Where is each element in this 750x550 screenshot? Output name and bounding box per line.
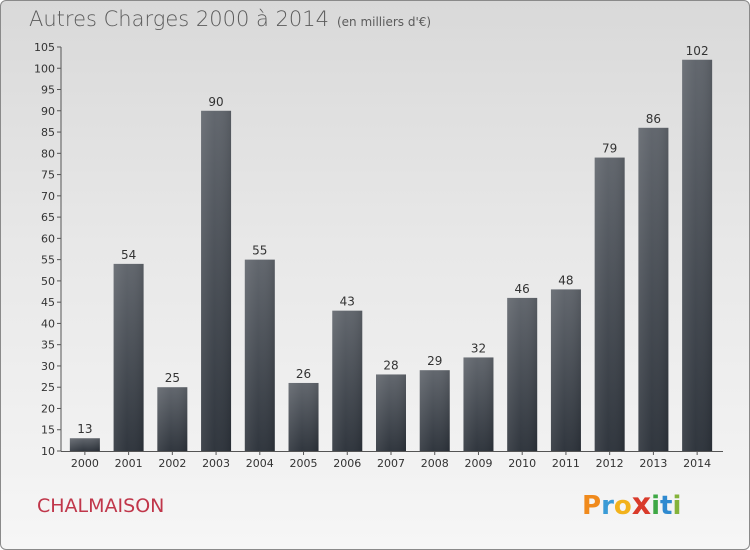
proxiti-logo: Proxiti: [582, 487, 681, 522]
logo-letter: P: [582, 491, 602, 521]
bar-shade: [201, 110, 232, 451]
x-tick-label: 2014: [683, 457, 711, 470]
axes: 10 15 20 25 30 35 40 45 50 55 60 65 70 75 80 85 90 95 100 1…: [34, 41, 723, 470]
y-tick-label: 65: [41, 211, 55, 224]
data-label: 29: [427, 354, 442, 368]
bar-shade: [113, 263, 144, 451]
y-tick-label: 15: [41, 424, 55, 437]
logo-letter: t: [660, 491, 673, 521]
data-label: 48: [558, 273, 573, 287]
data-label: 54: [121, 248, 136, 262]
y-tick-label: 25: [41, 381, 55, 394]
bar-shade: [69, 438, 100, 451]
data-label: 90: [208, 95, 223, 109]
bar-shade: [332, 310, 363, 451]
data-label: 86: [646, 112, 661, 126]
x-tick-label: 2003: [202, 457, 230, 470]
bar-shade: [638, 127, 669, 452]
x-tick-label: 2005: [290, 457, 318, 470]
x-tick-label: 2001: [115, 457, 143, 470]
y-tick-label: 50: [41, 275, 55, 288]
x-tick-label: 2011: [552, 457, 580, 470]
y-tick-label: 60: [41, 232, 55, 245]
x-tick-label: 2006: [333, 457, 361, 470]
y-tick-label: 90: [41, 105, 55, 118]
commune-name: CHALMAISON: [37, 495, 165, 517]
bar-shade: [682, 59, 713, 451]
y-tick-label: 70: [41, 190, 55, 203]
data-label: 13: [77, 422, 92, 436]
data-label: 25: [165, 371, 180, 385]
bar-shade: [376, 374, 406, 451]
bar-shade: [594, 157, 625, 451]
x-tick-label: 2008: [421, 457, 449, 470]
bar-shade: [507, 297, 538, 451]
bar-shade: [244, 259, 275, 451]
chart-title-block: Autres Charges 2000 à 2014 (en milliers d…: [29, 7, 431, 31]
chart-unit: (en milliers d'€): [336, 15, 432, 29]
y-tick-label: 75: [41, 169, 55, 182]
x-tick-label: 2009: [464, 457, 492, 470]
y-tick-label: 30: [41, 360, 55, 373]
x-tick-label: 2010: [508, 457, 536, 470]
y-tick-label: 85: [41, 126, 55, 139]
y-tick-label: 80: [41, 147, 55, 160]
bar-shade: [463, 357, 494, 451]
bar-shade: [157, 387, 188, 451]
chart-title: Autres Charges 2000 à 2014: [29, 7, 329, 31]
y-tick-label: 55: [41, 254, 55, 267]
x-tick-label: 2004: [246, 457, 274, 470]
x-tick-label: 2012: [596, 457, 624, 470]
y-tick-label: 45: [41, 296, 55, 309]
data-label: 79: [602, 142, 617, 156]
x-tick-label: 2000: [71, 457, 99, 470]
logo-letter: r: [601, 491, 614, 521]
x-tick-label: 2007: [377, 457, 405, 470]
y-tick-label: 105: [34, 41, 55, 54]
y-tick-label: 40: [41, 317, 55, 330]
logo-letter: x: [631, 487, 652, 522]
data-label: 32: [471, 341, 486, 355]
logo-letter: i: [651, 491, 661, 521]
y-tick-label: 10: [41, 445, 55, 458]
logo-letter: o: [613, 491, 632, 521]
bar-shade: [550, 289, 581, 451]
y-tick-label: 95: [41, 84, 55, 97]
data-label: 46: [515, 282, 530, 296]
x-tick-label: 2013: [639, 457, 667, 470]
data-label: 55: [252, 244, 267, 258]
y-tick-label: 35: [41, 339, 55, 352]
bars: 13 54 25 90 55 26 43 28 29 32 46 48 79 86 102: [69, 44, 713, 452]
y-tick-label: 100: [34, 62, 55, 75]
logo-letter: i: [672, 491, 682, 521]
data-label: 26: [296, 367, 311, 381]
bar-shade: [419, 370, 450, 451]
data-label: 43: [340, 295, 355, 309]
data-label: 28: [383, 358, 398, 372]
y-tick-label: 20: [41, 402, 55, 415]
bar-shade: [288, 382, 319, 451]
data-label: 102: [686, 44, 709, 58]
x-tick-label: 2002: [158, 457, 186, 470]
